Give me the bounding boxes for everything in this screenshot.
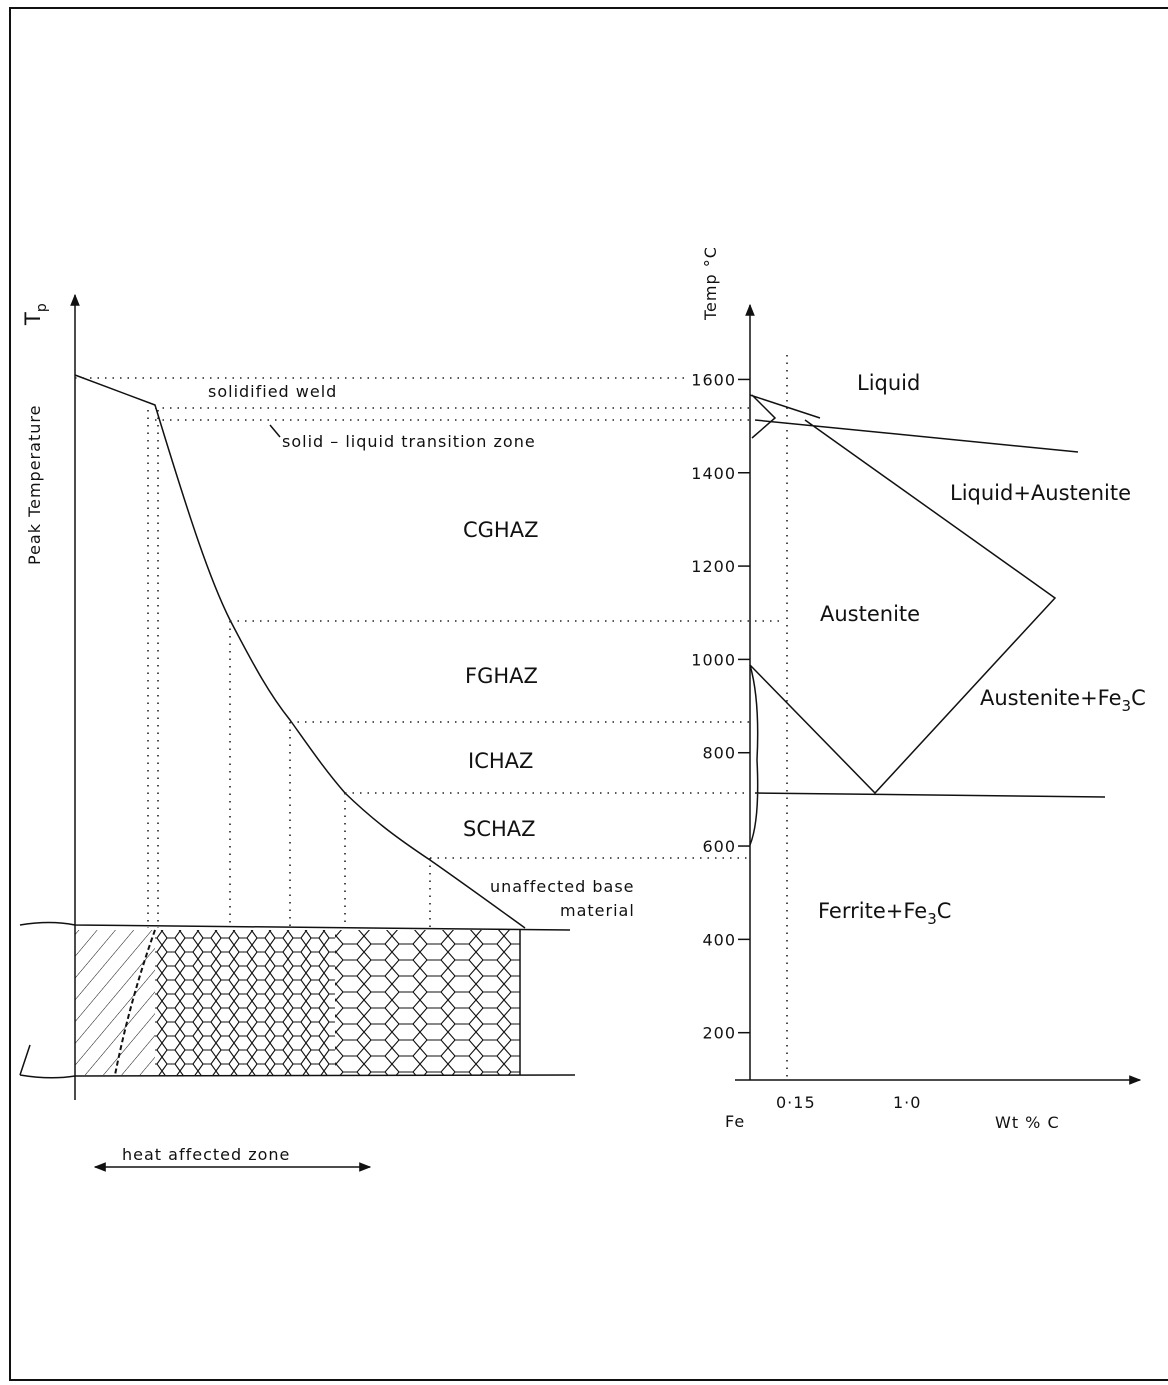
- t: Austenite+Fe: [980, 686, 1122, 710]
- sub: 3: [927, 910, 937, 928]
- axis-label: Peak Temperature: [25, 405, 44, 565]
- zone-label: solid – liquid transition zone: [282, 432, 536, 451]
- zone-label: CGHAZ: [463, 518, 538, 542]
- symbol: T: [21, 312, 45, 326]
- tick-label: 200: [702, 1024, 736, 1043]
- tick-label: 800: [702, 744, 736, 763]
- symbol-sub: p: [34, 303, 50, 312]
- zone-label: SCHAZ: [463, 817, 536, 841]
- tick-label: 1600: [691, 370, 736, 389]
- phase-label: Liquid+Austenite: [950, 481, 1131, 505]
- zone-label: FGHAZ: [465, 664, 538, 688]
- sub: 3: [1122, 697, 1132, 715]
- x-label: 1·0: [893, 1093, 921, 1112]
- tick-label: 600: [702, 837, 736, 856]
- axis-symbol: Tp: [21, 303, 50, 326]
- phase-diagram: Temp °C Fe 0·15 1·0 Wt % C Liquid Liquid…: [691, 246, 1145, 1132]
- tick-label: 1000: [691, 650, 736, 669]
- x-label: 0·15: [776, 1093, 816, 1112]
- t: Ferrite+Fe: [818, 899, 927, 923]
- haz-diagram: Peak Temperature Tp solidified weld soli…: [20, 295, 785, 1167]
- zone-label: material: [560, 901, 635, 920]
- phase-label: Austenite+Fe3C: [980, 686, 1146, 715]
- tick-label: 1400: [691, 464, 736, 483]
- zone-label: ICHAZ: [468, 749, 533, 773]
- figure: Peak Temperature Tp solidified weld soli…: [0, 0, 1168, 1385]
- phase-label: Ferrite+Fe3C: [818, 899, 951, 928]
- t: C: [1131, 686, 1146, 710]
- x-axis-label: Wt % C: [995, 1113, 1060, 1132]
- t: C: [937, 899, 952, 923]
- phase-label: Liquid: [857, 371, 920, 395]
- tick-label: 400: [702, 930, 736, 949]
- haz-label: heat affected zone: [122, 1145, 290, 1164]
- x-origin: Fe: [725, 1112, 745, 1131]
- zone-label: unaffected base: [490, 877, 635, 896]
- tick-label: 1200: [691, 557, 736, 576]
- axis-label: Temp °C: [701, 246, 720, 321]
- phase-label: Austenite: [820, 602, 920, 626]
- zone-label: solidified weld: [208, 382, 337, 401]
